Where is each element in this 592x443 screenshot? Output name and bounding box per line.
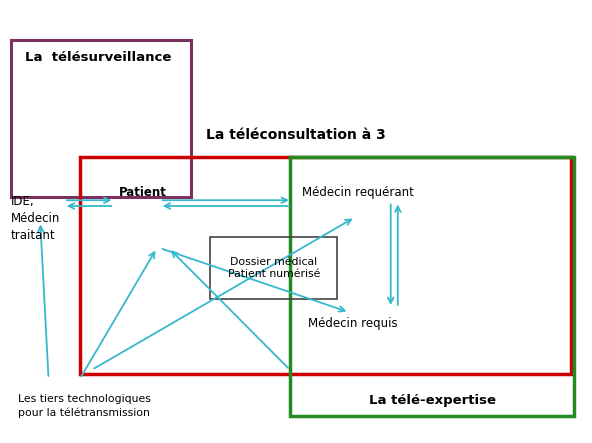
Text: Patient: Patient bbox=[118, 186, 166, 199]
Bar bbox=[80, 157, 571, 374]
Text: La  télésurveillance: La télésurveillance bbox=[25, 51, 172, 64]
Bar bbox=[290, 157, 574, 416]
Bar bbox=[11, 40, 191, 197]
Text: Médecin requis: Médecin requis bbox=[308, 317, 397, 330]
Bar bbox=[210, 237, 337, 299]
Text: La téléconsultation à 3: La téléconsultation à 3 bbox=[206, 128, 386, 142]
Text: Les tiers technologiques
pour la télétransmission: Les tiers technologiques pour la télétra… bbox=[18, 394, 150, 418]
Text: IDE,
Médecin
traitant: IDE, Médecin traitant bbox=[11, 195, 60, 242]
Text: La télé-expertise: La télé-expertise bbox=[369, 394, 496, 407]
Text: Médecin requérant: Médecin requérant bbox=[302, 186, 414, 199]
Text: Dossier médical
Patient numérisé: Dossier médical Patient numérisé bbox=[227, 257, 320, 279]
